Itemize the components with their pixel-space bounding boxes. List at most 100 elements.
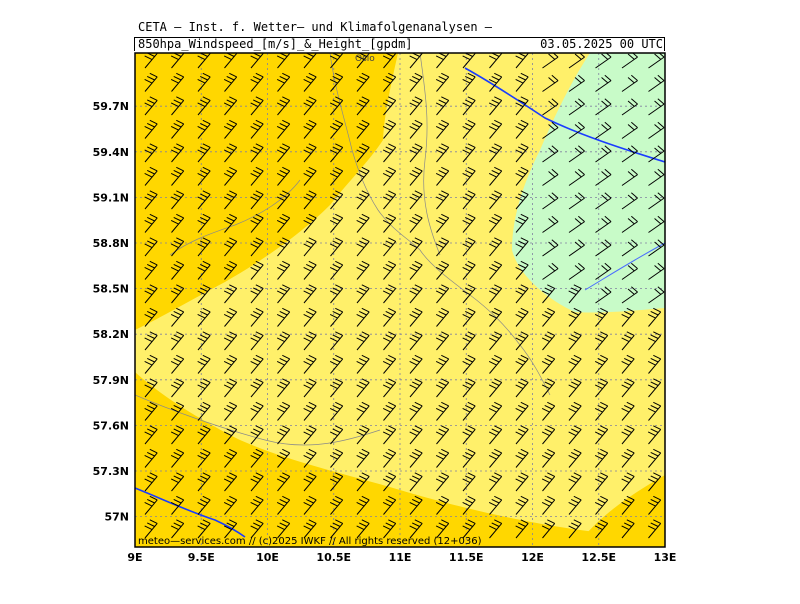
wind-barb xyxy=(144,237,158,257)
wind-barb xyxy=(170,260,185,280)
wind-barb xyxy=(329,96,344,116)
wind-barb xyxy=(144,307,158,327)
wind-barb xyxy=(648,121,665,139)
wind-barb xyxy=(462,519,476,539)
wind-barb xyxy=(144,260,158,280)
wind-barb xyxy=(303,331,317,351)
wind-barb xyxy=(594,307,609,327)
longitude-tick-label: 12E xyxy=(521,551,544,564)
wind-barb xyxy=(568,307,582,327)
wind-barb xyxy=(595,215,612,233)
wind-barb xyxy=(197,119,211,139)
wind-barb xyxy=(276,495,291,515)
wind-barb xyxy=(568,262,585,280)
wind-barb xyxy=(223,166,238,186)
wind-barb xyxy=(435,237,450,257)
wind-barb xyxy=(409,401,423,421)
wind-barb xyxy=(488,213,503,233)
wind-barb xyxy=(515,401,529,421)
wind-barb xyxy=(409,519,423,539)
wind-barb xyxy=(435,96,450,116)
wind-barb xyxy=(303,284,317,304)
wind-barb xyxy=(541,307,556,327)
wind-barb xyxy=(515,354,529,374)
wind-barb xyxy=(621,98,638,116)
wind-barb xyxy=(170,166,185,186)
wind-barb xyxy=(170,190,185,210)
wind-barb xyxy=(356,448,370,468)
wind-barb xyxy=(488,72,503,92)
wind-barb xyxy=(144,213,158,233)
wind-barb xyxy=(170,119,185,139)
wind-barb xyxy=(382,472,397,492)
wind-barb xyxy=(382,237,397,257)
wind-barb xyxy=(541,519,556,539)
longitude-tick-label: 10E xyxy=(256,551,279,564)
wind-barb xyxy=(648,145,665,163)
wind-barb xyxy=(568,448,582,468)
longitude-labels: 9E 9.5E 10E 10.5E 11E 11.5E 12E 12.5E 13E xyxy=(127,551,676,564)
wind-barb xyxy=(542,98,559,116)
wind-barb xyxy=(250,260,264,280)
wind-barb xyxy=(356,425,370,445)
wind-barb xyxy=(541,378,556,398)
wind-barb xyxy=(594,448,609,468)
wind-barb xyxy=(303,96,317,116)
wind-barb xyxy=(462,472,476,492)
wind-barb xyxy=(542,262,559,280)
wind-barb xyxy=(144,448,158,468)
wind-barb xyxy=(542,53,559,69)
wind-barb xyxy=(223,237,238,257)
wind-barb xyxy=(356,401,370,421)
wind-barb xyxy=(223,307,238,327)
wind-barb xyxy=(409,331,423,351)
wind-barb xyxy=(542,121,559,139)
wind-barb xyxy=(356,495,370,515)
wind-barb xyxy=(382,166,397,186)
wind-barb xyxy=(435,448,450,468)
wind-barb xyxy=(223,331,238,351)
wind-barb xyxy=(250,166,264,186)
wind-barb xyxy=(488,143,503,163)
wind-barb xyxy=(647,472,662,492)
wind-barb xyxy=(356,166,370,186)
wind-barb xyxy=(462,237,476,257)
longitude-tick-label: 9.5E xyxy=(188,551,215,564)
wind-barb xyxy=(488,237,503,257)
wind-barb xyxy=(435,425,450,445)
wind-barb xyxy=(568,519,582,539)
wind-barb xyxy=(356,519,370,539)
wind-barb xyxy=(303,495,317,515)
wind-barb xyxy=(144,96,158,116)
wind-barb xyxy=(409,237,423,257)
wind-barb xyxy=(435,213,450,233)
wind-barb xyxy=(382,119,397,139)
wind-barb xyxy=(170,472,185,492)
wind-barb xyxy=(488,378,503,398)
wind-barb xyxy=(435,119,450,139)
wind-barb xyxy=(197,96,211,116)
wind-barb xyxy=(250,378,264,398)
wind-barb xyxy=(144,143,158,163)
wind-barb xyxy=(435,190,450,210)
wind-barb xyxy=(568,98,585,116)
wind-barb xyxy=(223,72,238,92)
wind-barb xyxy=(170,425,185,445)
wind-barb xyxy=(515,72,529,92)
wind-barb xyxy=(197,260,211,280)
wind-barb xyxy=(303,472,317,492)
wind-barb xyxy=(223,519,238,539)
wind-barb xyxy=(223,260,238,280)
height-contour-north xyxy=(464,67,665,163)
wind-barb xyxy=(223,378,238,398)
wind-barb xyxy=(594,354,609,374)
height-contour-east xyxy=(584,242,665,291)
wind-barb xyxy=(648,262,665,280)
wind-barb xyxy=(356,72,370,92)
wind-barbs xyxy=(144,53,665,539)
wind-barb xyxy=(594,331,609,351)
wind-barb xyxy=(356,213,370,233)
wind-barb xyxy=(515,237,529,257)
wind-barb xyxy=(303,307,317,327)
wind-barb xyxy=(170,213,185,233)
